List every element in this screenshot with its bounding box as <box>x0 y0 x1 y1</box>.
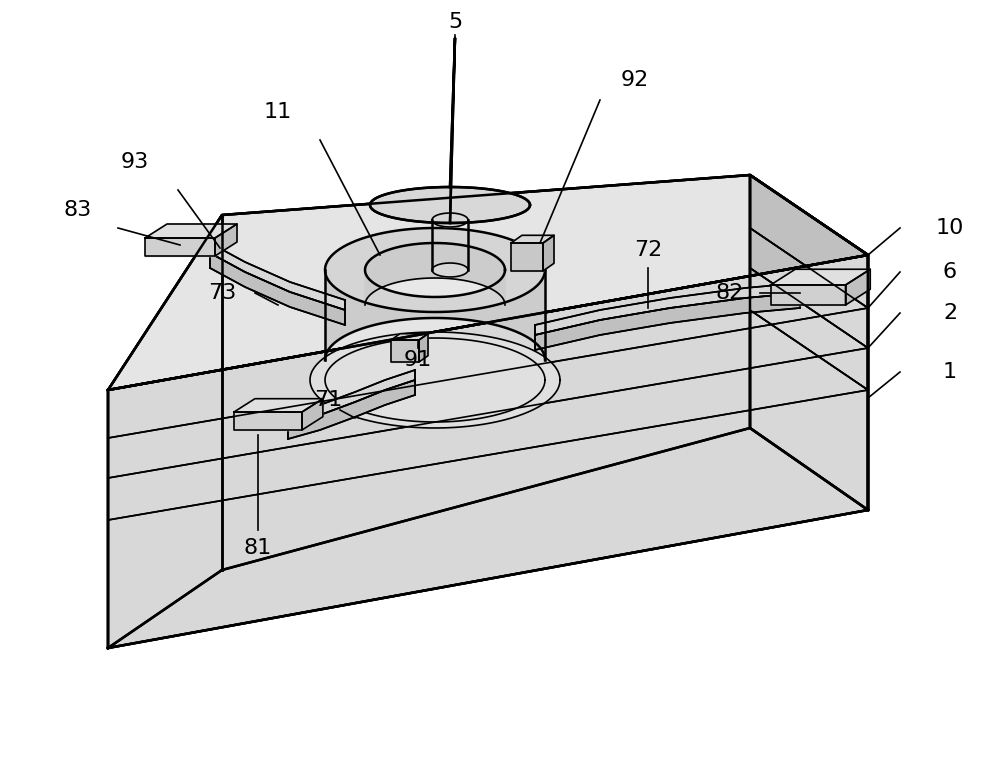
Polygon shape <box>288 380 415 439</box>
Polygon shape <box>543 235 554 271</box>
Text: 81: 81 <box>244 538 272 558</box>
Polygon shape <box>108 255 868 648</box>
Text: 11: 11 <box>264 102 292 122</box>
Text: 83: 83 <box>64 200 92 220</box>
Polygon shape <box>370 38 455 223</box>
Polygon shape <box>210 253 345 325</box>
Polygon shape <box>432 263 468 277</box>
Polygon shape <box>215 224 237 256</box>
Polygon shape <box>535 283 800 335</box>
Text: 6: 6 <box>943 262 957 282</box>
Text: 93: 93 <box>121 152 149 172</box>
Polygon shape <box>432 213 468 227</box>
Polygon shape <box>750 175 868 510</box>
Polygon shape <box>288 370 415 424</box>
Polygon shape <box>325 228 545 312</box>
Polygon shape <box>325 228 545 360</box>
Polygon shape <box>770 269 870 285</box>
Text: 1: 1 <box>943 362 957 382</box>
Polygon shape <box>450 38 530 223</box>
Polygon shape <box>108 175 868 390</box>
Polygon shape <box>145 238 215 256</box>
Polygon shape <box>234 412 302 430</box>
Text: 71: 71 <box>314 390 342 410</box>
Polygon shape <box>145 224 237 238</box>
Polygon shape <box>391 340 419 362</box>
Text: 2: 2 <box>943 303 957 323</box>
Polygon shape <box>302 399 323 430</box>
Text: 92: 92 <box>621 70 649 90</box>
Polygon shape <box>234 399 323 412</box>
Polygon shape <box>310 332 560 428</box>
Polygon shape <box>846 269 870 305</box>
Polygon shape <box>535 293 800 350</box>
Polygon shape <box>770 285 846 305</box>
Polygon shape <box>511 235 554 243</box>
Text: 10: 10 <box>936 218 964 238</box>
Polygon shape <box>419 334 428 362</box>
Polygon shape <box>370 187 530 223</box>
Text: 72: 72 <box>634 240 662 260</box>
Text: 82: 82 <box>716 283 744 303</box>
Polygon shape <box>365 243 505 297</box>
Text: 5: 5 <box>448 12 462 32</box>
Polygon shape <box>365 243 505 305</box>
Text: 73: 73 <box>208 283 236 303</box>
Text: 91: 91 <box>404 350 432 370</box>
Polygon shape <box>210 243 345 310</box>
Polygon shape <box>391 334 428 340</box>
Polygon shape <box>511 243 543 271</box>
